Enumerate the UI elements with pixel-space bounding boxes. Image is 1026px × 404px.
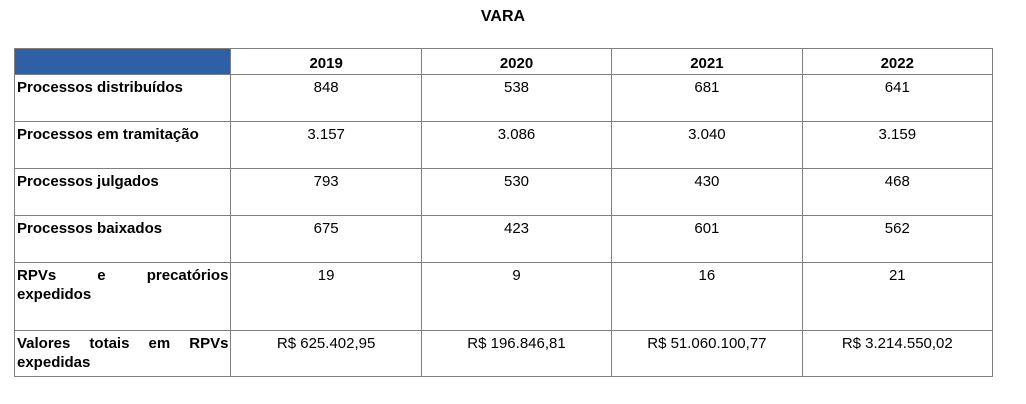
row-label: Processos julgados bbox=[13, 168, 232, 216]
header-row: 2019 2020 2021 2022 bbox=[13, 48, 994, 75]
table-cell: R$ 196.846,81 bbox=[420, 330, 613, 377]
table-cell: 641 bbox=[801, 74, 994, 122]
column-header-2022: 2022 bbox=[801, 48, 994, 75]
table-row: Valores totais em RPVs expedidas R$ 625.… bbox=[13, 330, 994, 377]
table-cell: 19 bbox=[230, 262, 422, 331]
row-label: RPVs e precatórios expedidos bbox=[13, 262, 232, 331]
table-cell: 9 bbox=[420, 262, 613, 331]
table-cell: 3.159 bbox=[801, 121, 994, 169]
row-label: Processos em tramitação bbox=[13, 121, 232, 169]
table-cell: 423 bbox=[420, 215, 613, 263]
table-cell: R$ 3.214.550,02 bbox=[801, 330, 994, 377]
table-cell: 3.157 bbox=[230, 121, 422, 169]
table-cell: 601 bbox=[611, 215, 803, 263]
statistics-table: 2019 2020 2021 2022 Processos distribuíd… bbox=[13, 48, 994, 377]
column-header-2021: 2021 bbox=[611, 48, 803, 75]
header-corner-cell bbox=[13, 48, 232, 75]
table-cell: 530 bbox=[420, 168, 613, 216]
row-label: Processos baixados bbox=[13, 215, 232, 263]
table-cell: 681 bbox=[611, 74, 803, 122]
table-cell: 3.040 bbox=[611, 121, 803, 169]
column-header-2020: 2020 bbox=[420, 48, 613, 75]
table-row: Processos em tramitação 3.157 3.086 3.04… bbox=[13, 121, 994, 169]
table-cell: 21 bbox=[801, 262, 994, 331]
table-cell: 538 bbox=[420, 74, 613, 122]
column-header-2019: 2019 bbox=[230, 48, 422, 75]
table-cell: 468 bbox=[801, 168, 994, 216]
table-cell: 848 bbox=[230, 74, 422, 122]
table-cell: 562 bbox=[801, 215, 994, 263]
table-cell: R$ 51.060.100,77 bbox=[611, 330, 803, 377]
table-cell: 793 bbox=[230, 168, 422, 216]
table-row: Processos julgados 793 530 430 468 bbox=[13, 168, 994, 216]
table-cell: R$ 625.402,95 bbox=[230, 330, 422, 377]
table-row: RPVs e precatórios expedidos 19 9 16 21 bbox=[13, 262, 994, 331]
page-title: VARA bbox=[480, 8, 526, 25]
table-row: Processos baixados 675 423 601 562 bbox=[13, 215, 994, 263]
table-cell: 3.086 bbox=[420, 121, 613, 169]
table-cell: 16 bbox=[611, 262, 803, 331]
table-cell: 675 bbox=[230, 215, 422, 263]
row-label: Valores totais em RPVs expedidas bbox=[13, 330, 232, 377]
table-row: Processos distribuídos 848 538 681 641 bbox=[13, 74, 994, 122]
table-cell: 430 bbox=[611, 168, 803, 216]
row-label: Processos distribuídos bbox=[13, 74, 232, 122]
